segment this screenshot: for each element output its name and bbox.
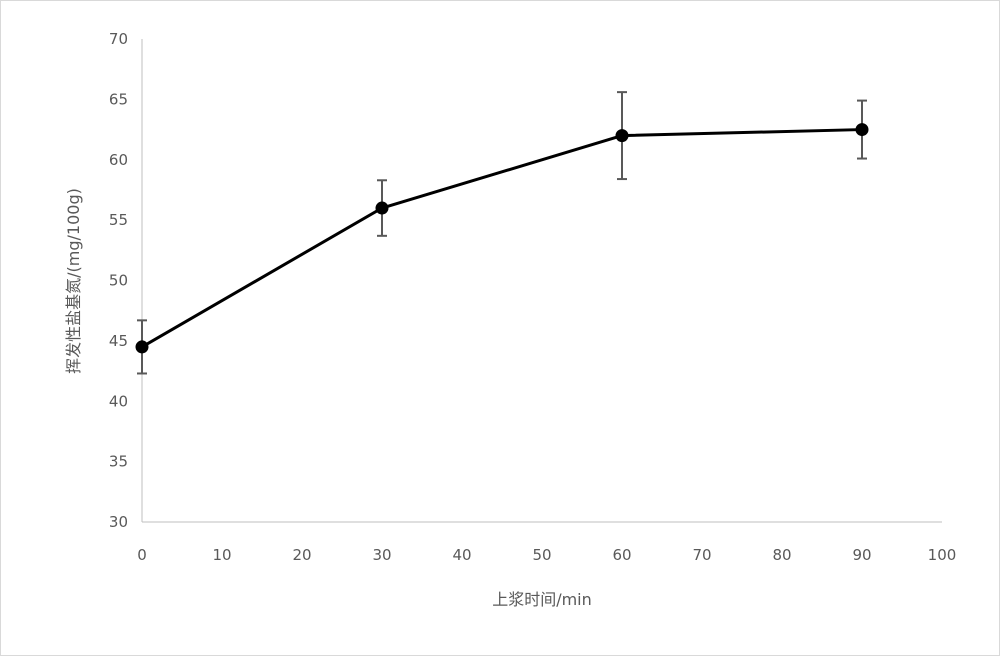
error-bars bbox=[137, 91, 867, 375]
y-tick-labels: 30 35 40 45 50 55 60 65 70 bbox=[109, 30, 128, 531]
y-axis-title: 挥发性盐基氮/(mg/100g) bbox=[64, 188, 83, 374]
x-tick-label: 10 bbox=[212, 546, 231, 564]
x-tick-label: 30 bbox=[372, 546, 391, 564]
data-point bbox=[375, 201, 389, 215]
x-tick-label: 40 bbox=[452, 546, 471, 564]
x-axis-title: 上浆时间/min bbox=[492, 590, 592, 609]
x-tick-label: 100 bbox=[928, 546, 957, 564]
x-tick-label: 70 bbox=[692, 546, 711, 564]
series-lines bbox=[141, 128, 863, 349]
x-tick-label: 20 bbox=[292, 546, 311, 564]
x-tick-label: 50 bbox=[532, 546, 551, 564]
x-tick-label: 90 bbox=[852, 546, 871, 564]
series-line bbox=[141, 128, 863, 349]
y-tick-label: 60 bbox=[109, 151, 128, 169]
x-tick-labels: 0 10 20 30 40 50 60 70 80 90 100 bbox=[137, 546, 956, 564]
data-point bbox=[135, 340, 149, 354]
x-tick-label: 80 bbox=[772, 546, 791, 564]
y-tick-label: 55 bbox=[109, 211, 128, 229]
x-tick-label: 0 bbox=[137, 546, 147, 564]
y-tick-label: 45 bbox=[109, 332, 128, 350]
y-tick-label: 50 bbox=[109, 272, 128, 290]
data-point bbox=[615, 129, 629, 143]
data-points bbox=[135, 123, 869, 354]
x-tick-label: 60 bbox=[612, 546, 631, 564]
axes bbox=[141, 39, 942, 523]
y-tick-label: 40 bbox=[109, 392, 128, 410]
data-point bbox=[855, 123, 869, 137]
y-tick-label: 30 bbox=[109, 513, 128, 531]
y-tick-label: 70 bbox=[109, 30, 128, 48]
y-tick-label: 65 bbox=[109, 90, 128, 108]
y-tick-label: 35 bbox=[109, 453, 128, 471]
